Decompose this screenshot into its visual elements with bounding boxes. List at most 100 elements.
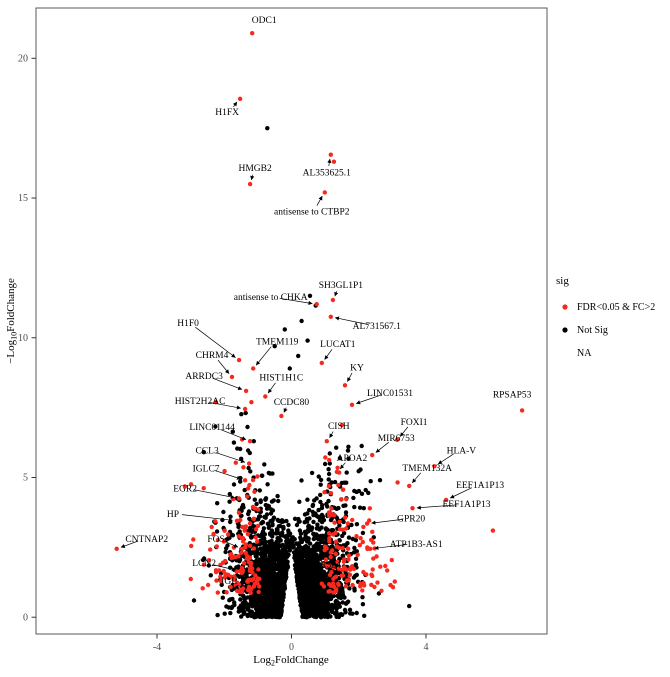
label-arrow <box>234 584 239 590</box>
data-point-sig <box>247 482 252 488</box>
data-point-not-sig <box>344 600 349 606</box>
data-point-not-sig <box>347 586 352 591</box>
data-point-not-sig <box>258 499 263 505</box>
data-point-not-sig <box>254 501 259 507</box>
gene-label-arrows <box>120 101 473 590</box>
data-point-not-sig <box>310 601 315 606</box>
data-point-sig <box>224 572 229 577</box>
data-point-sig <box>228 552 233 557</box>
data-point-not-sig <box>299 478 304 483</box>
data-point-not-sig <box>256 607 262 613</box>
data-point-sig-labeled <box>319 360 324 366</box>
data-point-sig-labeled <box>114 546 119 551</box>
data-point-not-sig <box>305 546 310 551</box>
data-point-sig <box>205 582 211 588</box>
data-point-sig-labeled <box>250 31 255 36</box>
data-point-not-sig <box>263 539 268 545</box>
data-point-not-sig <box>324 578 329 583</box>
label-arrow <box>208 401 242 410</box>
data-point-sig <box>256 567 261 572</box>
data-point-not-sig <box>297 499 302 504</box>
data-point-sig <box>250 477 256 483</box>
data-point-not-sig <box>201 450 206 455</box>
data-point-sig <box>374 554 379 559</box>
data-point-not-sig <box>274 601 280 606</box>
data-point-not-sig <box>241 593 246 598</box>
gene-label: MIR6753 <box>378 434 415 444</box>
data-point-sig <box>334 544 340 549</box>
data-point-sig <box>330 512 335 517</box>
data-point-not-sig <box>303 572 309 577</box>
data-point-sig <box>245 579 250 584</box>
data-point-not-sig <box>320 533 325 538</box>
data-point-not-sig <box>234 558 239 563</box>
data-point-sig <box>213 519 218 524</box>
data-point-not-sig <box>346 456 351 461</box>
data-point-sig <box>343 526 349 531</box>
label-arrow <box>220 429 247 441</box>
data-point-not-sig <box>237 574 242 579</box>
data-point-not-sig <box>239 614 244 619</box>
data-point-not-sig <box>269 591 275 596</box>
data-point-not-sig <box>325 527 330 532</box>
data-point-sig <box>329 570 334 575</box>
data-point-not-sig <box>266 504 272 509</box>
data-point-not-sig <box>305 338 310 343</box>
data-point-not-sig <box>272 344 277 349</box>
data-point-not-sig <box>227 491 232 497</box>
data-point-sig <box>331 584 337 589</box>
data-point-not-sig <box>337 456 343 461</box>
data-point-not-sig <box>270 523 275 528</box>
plot-panel <box>35 7 548 635</box>
x-tick-label: -4 <box>153 642 161 653</box>
data-point-sig <box>340 567 345 573</box>
data-point-not-sig <box>243 410 248 416</box>
data-point-not-sig <box>263 584 268 590</box>
data-point-sig <box>215 537 221 543</box>
label-arrow <box>279 297 313 306</box>
data-point-not-sig <box>280 533 285 538</box>
data-point-sig <box>241 586 246 591</box>
data-point-sig <box>322 490 327 495</box>
data-point-sig <box>331 590 336 595</box>
data-point-not-sig <box>240 576 246 581</box>
label-arrow <box>449 487 473 499</box>
data-point-not-sig <box>252 497 257 502</box>
gene-label: CCDC80 <box>274 398 310 408</box>
data-point-sig <box>344 567 349 572</box>
data-point-not-sig <box>264 559 269 565</box>
data-point-not-sig <box>344 470 349 475</box>
data-point-not-sig <box>360 530 366 536</box>
data-point-not-sig <box>337 538 342 543</box>
data-point-not-sig <box>314 496 319 501</box>
data-point-sig <box>255 523 261 529</box>
data-point-not-sig <box>254 554 259 560</box>
y-axis-title: −Log10FoldChange <box>5 278 19 364</box>
data-point-not-sig <box>306 524 311 529</box>
data-point-not-sig <box>322 461 328 467</box>
data-point-not-sig <box>270 562 275 567</box>
gene-label: CCL3 <box>195 447 218 457</box>
data-point-not-sig <box>228 514 233 519</box>
data-point-sig <box>346 557 351 562</box>
data-point-not-sig <box>316 607 321 613</box>
data-point-not-sig <box>262 532 268 537</box>
data-point-sig <box>201 486 206 491</box>
data-point-not-sig <box>300 561 305 566</box>
data-point-sig <box>331 576 336 582</box>
data-point-sig <box>331 159 337 164</box>
label-arrow <box>437 453 454 465</box>
data-point-not-sig <box>281 524 286 530</box>
data-point-sig <box>326 531 332 536</box>
gene-label: KY <box>350 363 364 373</box>
data-point-not-sig <box>296 541 301 546</box>
data-point-sig <box>344 578 349 584</box>
data-point-not-sig <box>224 546 229 551</box>
data-point-sig <box>250 504 256 510</box>
data-point-sig <box>255 581 260 586</box>
data-point-not-sig <box>260 473 265 478</box>
data-point-not-sig <box>352 545 357 551</box>
gene-label: HLA-V <box>447 446 477 456</box>
label-arrow <box>283 407 288 413</box>
data-point-sig <box>331 565 336 570</box>
